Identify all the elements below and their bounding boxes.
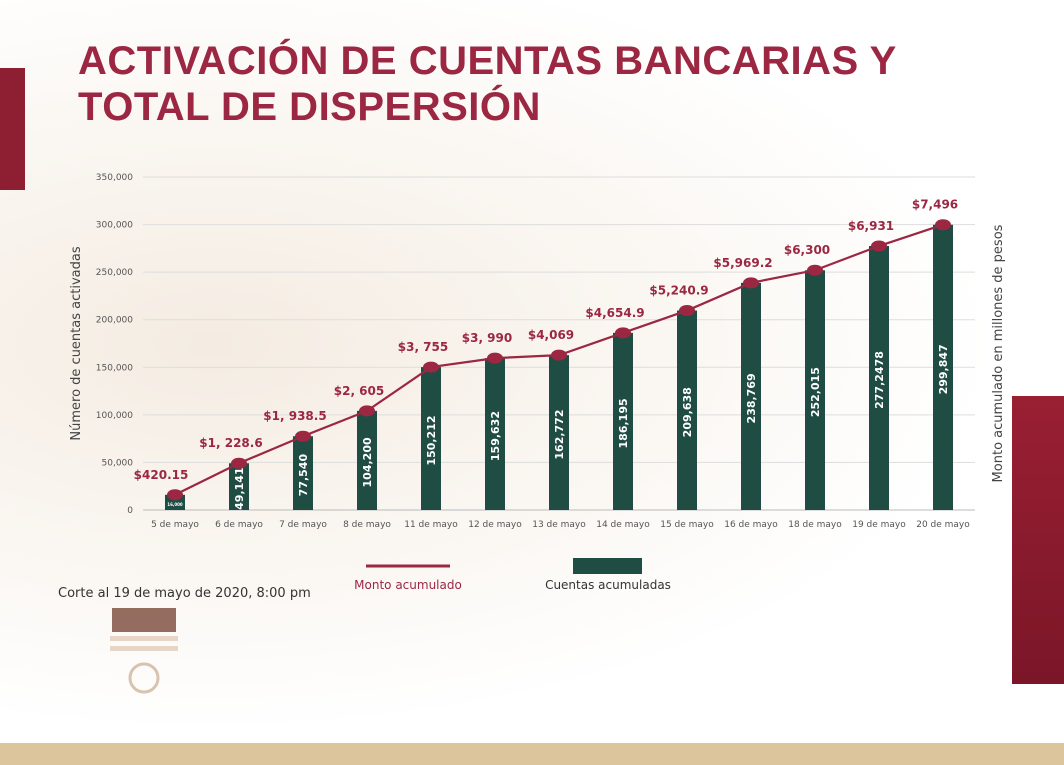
bar — [293, 436, 313, 510]
line-value-label: $7,496 — [912, 198, 958, 212]
bar — [485, 358, 505, 510]
x-tick-label: 6 de mayo — [215, 520, 263, 530]
bar — [229, 463, 249, 510]
bar-value-label: 299,847 — [937, 344, 950, 394]
x-tick-label: 14 de mayo — [596, 520, 650, 530]
line-value-label: $2, 605 — [334, 384, 384, 398]
line-value-label: $6,300 — [784, 243, 830, 257]
bar — [741, 282, 761, 510]
x-tick-label: 19 de mayo — [852, 520, 906, 530]
y-tick-label: 200,000 — [96, 316, 133, 326]
bar-value-label: 159,632 — [489, 411, 502, 461]
line-point — [743, 277, 759, 289]
bar — [677, 310, 697, 510]
y-axis-label: Número de cuentas activadas — [69, 246, 84, 440]
x-tick-label: 18 de mayo — [788, 520, 842, 530]
bar-value-label: 186,195 — [617, 398, 630, 448]
line-point — [935, 219, 951, 231]
bar-value-label: 104,200 — [361, 437, 374, 487]
bar-value-label: 252,015 — [809, 367, 822, 417]
bar — [869, 245, 889, 510]
bar-value-label: 209,638 — [681, 387, 694, 437]
line-point — [679, 305, 695, 317]
title-line-1: ACTIVACIÓN DE CUENTAS BANCARIAS Y — [78, 39, 897, 83]
x-tick-label: 20 de mayo — [916, 520, 970, 530]
bar-value-label: 150,212 — [425, 415, 438, 465]
bar — [357, 410, 377, 510]
x-tick-label: 15 de mayo — [660, 520, 714, 530]
line-value-label: $1, 228.6 — [199, 436, 262, 450]
x-tick-label: 5 de mayo — [151, 520, 199, 530]
line-point — [359, 405, 375, 417]
line-value-label: $3, 990 — [462, 331, 512, 345]
x-tick-label: 8 de mayo — [343, 520, 391, 530]
bar-value-label: 238,769 — [745, 373, 758, 423]
line-value-label: $5,240.9 — [649, 284, 708, 298]
line-value-label: $5,969.2 — [713, 256, 772, 270]
line-value-label: $6,931 — [848, 219, 894, 233]
y-tick-label: 300,000 — [96, 221, 133, 231]
line-value-label: $4,654.9 — [585, 306, 644, 320]
x-tick-label: 7 de mayo — [279, 520, 327, 530]
line-value-label: $1, 938.5 — [263, 409, 326, 423]
x-tick-label: 16 de mayo — [724, 520, 778, 530]
government-logo — [110, 608, 178, 694]
footer-band — [0, 743, 1064, 765]
x-tick-label: 11 de mayo — [404, 520, 458, 530]
y-tick-label: 100,000 — [96, 411, 133, 421]
bar — [421, 367, 441, 510]
legend-label-monto: Monto acumulado — [354, 578, 462, 592]
bar — [549, 355, 569, 510]
y2-axis-label: Monto acumulado en millones de pesos — [991, 224, 1006, 482]
bar — [933, 224, 953, 511]
y-tick-label: 0 — [127, 506, 133, 516]
y-tick-label: 350,000 — [96, 173, 133, 183]
line-point — [295, 430, 311, 442]
bar-value-label: 277,2478 — [873, 351, 886, 409]
line-value-label: $3, 755 — [398, 340, 448, 354]
bar-value-label: 162,772 — [553, 410, 566, 460]
legend-bar-swatch — [573, 558, 642, 574]
page-title: ACTIVACIÓN DE CUENTAS BANCARIAS Y TOTAL … — [78, 38, 897, 130]
decorative-bar-left — [0, 68, 25, 190]
line-value-label: $420.15 — [134, 468, 189, 482]
footnote: Corte al 19 de mayo de 2020, 8:00 pm — [58, 586, 311, 601]
decorative-bar-right — [1012, 396, 1064, 684]
legend-label-cuentas: Cuentas acumuladas — [545, 578, 671, 592]
bar-value-label: 77,540 — [297, 454, 310, 497]
line-point — [423, 361, 439, 373]
line-value-label: $4,069 — [528, 328, 574, 342]
x-tick-label: 13 de mayo — [532, 520, 586, 530]
bar-value-label: 49,141 — [233, 467, 246, 509]
y-tick-label: 50,000 — [102, 458, 134, 468]
line-point — [167, 489, 183, 501]
line-point — [871, 240, 887, 252]
bar — [805, 270, 825, 510]
title-line-2: TOTAL DE DISPERSIÓN — [78, 85, 541, 129]
y-tick-label: 250,000 — [96, 268, 133, 278]
line-point — [551, 349, 567, 361]
y-tick-label: 150,000 — [96, 363, 133, 373]
bar-value-label: 16,000 — [167, 502, 183, 507]
bar — [613, 332, 633, 510]
line-point — [807, 264, 823, 276]
x-tick-label: 12 de mayo — [468, 520, 522, 530]
line-point — [487, 352, 503, 364]
line-point — [615, 327, 631, 339]
line-point — [231, 457, 247, 469]
